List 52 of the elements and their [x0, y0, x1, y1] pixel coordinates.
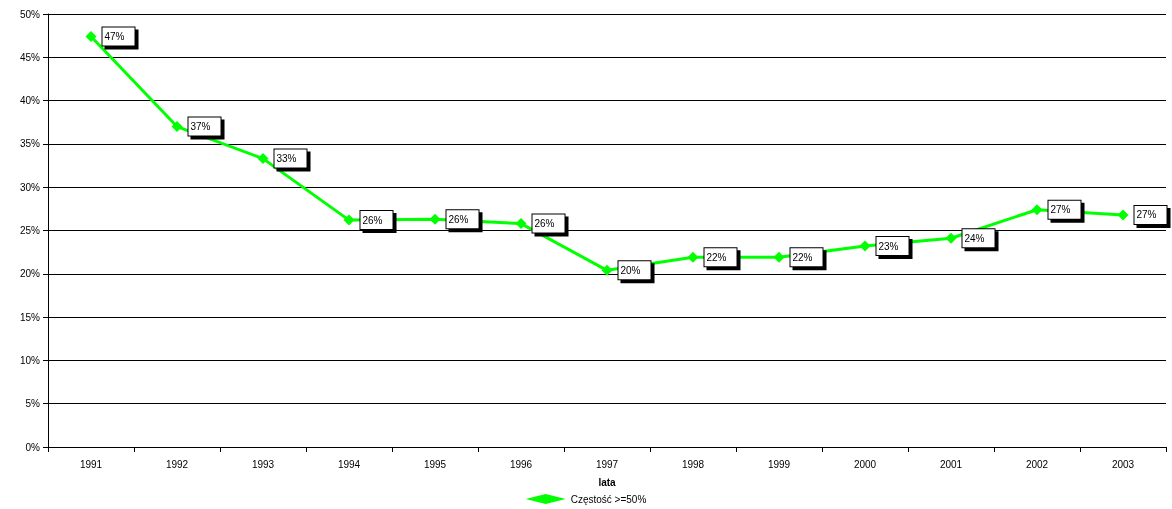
- data-label: 37%: [190, 121, 211, 133]
- y-tick-label: 35%: [19, 138, 41, 150]
- point: [429, 213, 441, 225]
- point: [515, 218, 527, 230]
- data-label: 27%: [1050, 204, 1071, 216]
- point: [773, 251, 785, 263]
- y-tick-label: 30%: [19, 181, 41, 193]
- data-label: 22%: [792, 251, 813, 263]
- x-tick-label: 2000: [853, 458, 877, 470]
- point: [343, 214, 355, 226]
- x-tick-label: 1992: [165, 458, 189, 470]
- y-tick-label: 5%: [25, 398, 41, 410]
- y-tick-label: 0%: [25, 441, 41, 453]
- data-label: 23%: [878, 240, 899, 252]
- x-tick-label: 1996: [509, 458, 533, 470]
- x-tick-label: 1993: [251, 458, 275, 470]
- point: [85, 31, 97, 43]
- point: [859, 240, 871, 252]
- x-tick-label: 1994: [337, 458, 361, 470]
- y-tick-label: 50%: [19, 8, 41, 20]
- y-tick-label: 10%: [19, 354, 41, 366]
- x-tick-label: 2001: [939, 458, 963, 470]
- data-label: 27%: [1136, 209, 1157, 221]
- point: [1117, 209, 1129, 221]
- point: [945, 232, 957, 244]
- point: [687, 251, 699, 263]
- point: [601, 264, 613, 276]
- data-label: 20%: [620, 264, 641, 276]
- y-tick-label: 20%: [19, 268, 41, 280]
- point: [1031, 204, 1043, 216]
- data-label: 33%: [276, 153, 297, 165]
- data-label: 26%: [362, 214, 383, 226]
- data-label: 22%: [706, 251, 727, 263]
- data-label: 26%: [448, 213, 469, 225]
- point: [257, 153, 269, 165]
- y-tick-label: 45%: [19, 51, 41, 63]
- data-label: 24%: [964, 232, 985, 244]
- data-label: 26%: [534, 218, 555, 230]
- x-tick-label: 2003: [1111, 458, 1135, 470]
- x-tick-label: 1998: [681, 458, 705, 470]
- x-tick-label: 1999: [767, 458, 791, 470]
- x-axis-title: lata: [598, 476, 617, 488]
- x-tick-label: 1995: [423, 458, 447, 470]
- y-tick-label: 40%: [19, 95, 41, 107]
- data-label: 47%: [104, 31, 125, 43]
- x-tick-label: 1991: [79, 458, 103, 470]
- y-tick-label: 25%: [19, 225, 41, 236]
- y-tick-label: 15%: [19, 311, 41, 323]
- x-tick-label: 2002: [1025, 458, 1049, 470]
- point: [171, 121, 183, 133]
- legend-label: Częstość >=50%: [570, 493, 647, 505]
- x-tick-label: 1997: [595, 458, 619, 470]
